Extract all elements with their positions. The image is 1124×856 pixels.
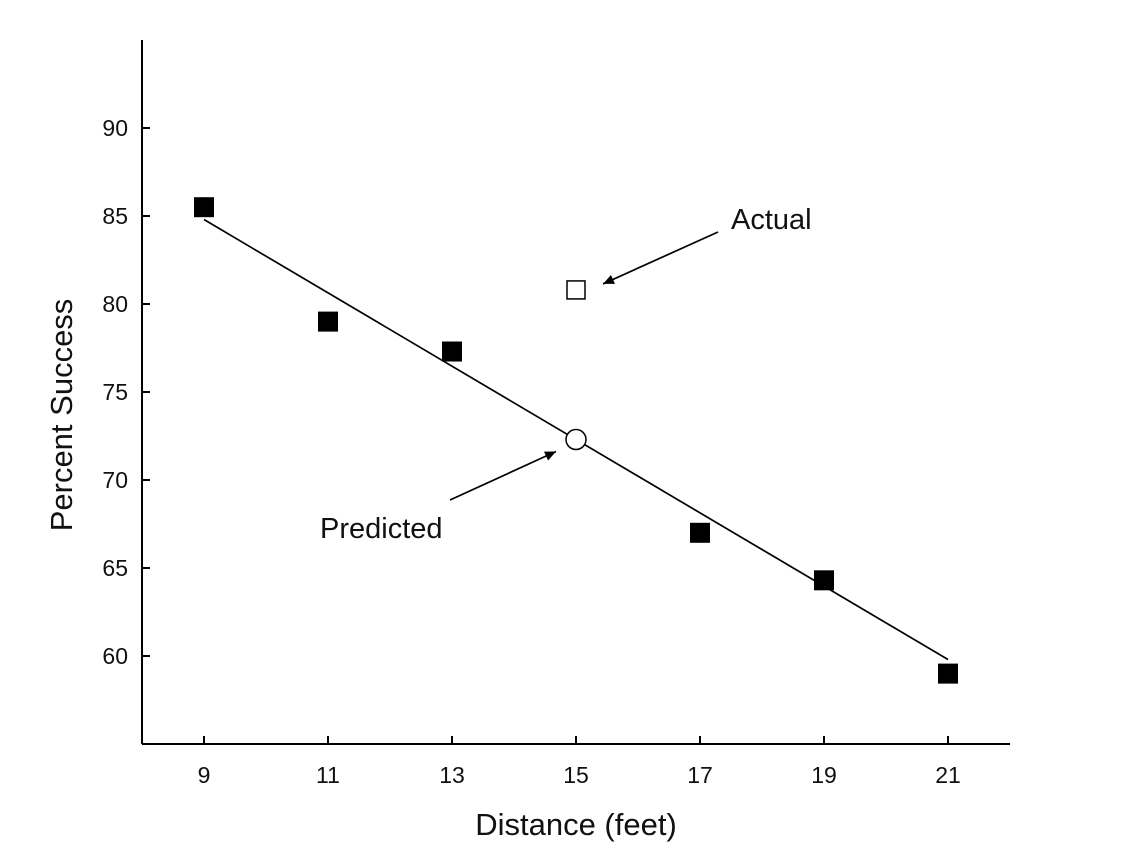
x-tick-label: 13 [439, 762, 465, 788]
actual-annotation-label: Actual [731, 204, 812, 236]
data-point-square [194, 197, 214, 218]
axes: 9 11 13 15 17 19 21 60 65 70 75 80 85 90 [102, 40, 1010, 788]
x-tick-label: 11 [316, 762, 340, 788]
predicted-point-marker [565, 428, 587, 451]
annotations-group: Actual Predicted [320, 204, 812, 545]
predicted-arrow-head [544, 451, 556, 461]
y-tick-label: 90 [102, 115, 128, 141]
x-axis-title: Distance (feet) [475, 807, 677, 842]
y-tick-label: 75 [102, 379, 128, 405]
y-tick-label: 60 [102, 643, 128, 669]
data-points-group [194, 197, 958, 684]
x-tick-label: 17 [687, 762, 713, 788]
data-point-square [690, 522, 710, 543]
x-tick-label: 15 [563, 762, 589, 788]
data-point-square [442, 341, 462, 362]
predicted-annotation-label: Predicted [320, 513, 443, 545]
predicted-arrow-line [449, 450, 557, 501]
y-tick-label: 85 [102, 203, 128, 229]
data-point-square [814, 570, 834, 591]
actual-arrow-head [603, 274, 615, 284]
x-tick-label: 19 [811, 762, 837, 788]
x-tick-label: 21 [935, 762, 961, 788]
y-tick-label: 65 [102, 555, 128, 581]
actual-arrow-line [602, 231, 719, 285]
y-tick-label: 70 [102, 467, 128, 493]
y-tick-label: 80 [102, 291, 128, 317]
x-tick-label: 9 [198, 762, 211, 788]
y-axis-title: Percent Success [44, 299, 79, 532]
data-point-square [318, 311, 338, 332]
data-point-square [938, 663, 958, 684]
actual-point-marker [566, 280, 586, 300]
